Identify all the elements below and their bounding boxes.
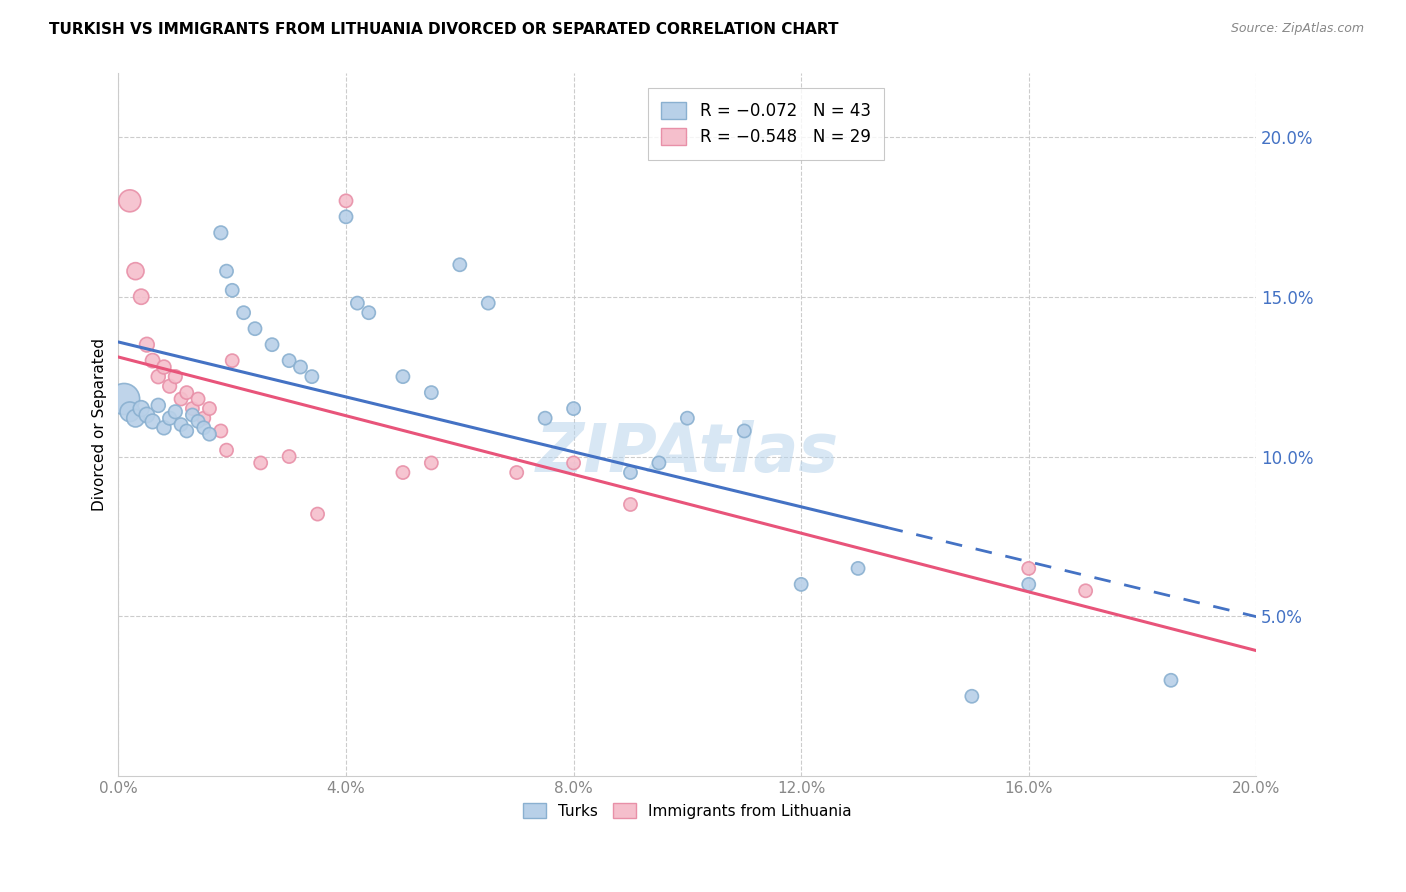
Point [176, 424, 198, 438]
Point [187, 392, 209, 406]
Point [278, 450, 301, 464]
Point [249, 456, 271, 470]
Point [142, 414, 165, 428]
Point [301, 369, 323, 384]
Point [124, 264, 146, 278]
Point [221, 353, 243, 368]
Point [170, 392, 193, 406]
Point [562, 456, 585, 470]
Point [181, 401, 204, 416]
Point [534, 411, 557, 425]
Point [562, 401, 585, 416]
Point [148, 369, 170, 384]
Point [187, 414, 209, 428]
Point [159, 379, 181, 393]
Point [209, 226, 232, 240]
Point [335, 210, 357, 224]
Point [346, 296, 368, 310]
Point [733, 424, 755, 438]
Point [260, 337, 283, 351]
Point [135, 408, 157, 422]
Point [1018, 561, 1040, 575]
Point [159, 411, 181, 425]
Point [193, 411, 215, 425]
Point [676, 411, 699, 425]
Point [420, 456, 443, 470]
Point [112, 392, 135, 406]
Point [477, 296, 499, 310]
Point [243, 321, 266, 335]
Text: ZIPAtlas: ZIPAtlas [536, 420, 839, 486]
Point [198, 401, 221, 416]
Point [209, 424, 232, 438]
Point [1074, 583, 1097, 598]
Point [215, 264, 238, 278]
Point [1160, 673, 1182, 688]
Point [221, 283, 243, 297]
Point [148, 398, 170, 412]
Point [153, 359, 176, 374]
Point [290, 359, 312, 374]
Point [165, 369, 187, 384]
Text: Source: ZipAtlas.com: Source: ZipAtlas.com [1230, 22, 1364, 36]
Point [118, 194, 141, 208]
Point [232, 306, 254, 320]
Point [135, 337, 157, 351]
Point [181, 408, 204, 422]
Point [278, 353, 301, 368]
Point [505, 466, 527, 480]
Point [357, 306, 380, 320]
Point [129, 401, 152, 416]
Point [449, 258, 471, 272]
Point [176, 385, 198, 400]
Point [846, 561, 869, 575]
Point [790, 577, 813, 591]
Point [215, 443, 238, 458]
Point [124, 411, 146, 425]
Point [129, 290, 152, 304]
Point [392, 369, 415, 384]
Text: TURKISH VS IMMIGRANTS FROM LITHUANIA DIVORCED OR SEPARATED CORRELATION CHART: TURKISH VS IMMIGRANTS FROM LITHUANIA DIV… [49, 22, 839, 37]
Y-axis label: Divorced or Separated: Divorced or Separated [93, 338, 107, 511]
Point [118, 405, 141, 419]
Point [420, 385, 443, 400]
Legend: Turks, Immigrants from Lithuania: Turks, Immigrants from Lithuania [517, 797, 858, 825]
Point [335, 194, 357, 208]
Point [960, 690, 983, 704]
Point [1018, 577, 1040, 591]
Point [619, 466, 641, 480]
Point [648, 456, 671, 470]
Point [198, 427, 221, 442]
Point [170, 417, 193, 432]
Point [193, 421, 215, 435]
Point [153, 421, 176, 435]
Point [165, 405, 187, 419]
Point [142, 353, 165, 368]
Point [619, 498, 641, 512]
Point [392, 466, 415, 480]
Point [307, 507, 329, 521]
